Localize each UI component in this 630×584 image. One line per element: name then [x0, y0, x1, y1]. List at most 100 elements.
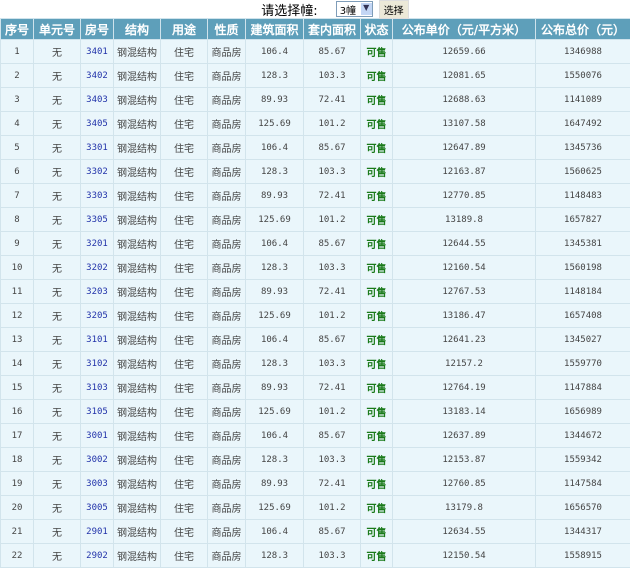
row-number-cell: 4 [0, 111, 34, 136]
usage-cell: 住宅 [160, 159, 208, 184]
structure-cell: 钢混结构 [113, 63, 161, 88]
inner-area-cell: 101.2 [303, 399, 361, 424]
room-number-cell[interactable]: 3405 [80, 111, 114, 136]
status-cell: 可售 [360, 87, 393, 112]
room-number-cell[interactable]: 3403 [80, 87, 114, 112]
total-price-cell: 1344672 [535, 423, 630, 448]
unit-price-cell: 12081.65 [392, 63, 536, 88]
selector-label: 请选择幢: [261, 3, 318, 19]
structure-cell: 钢混结构 [113, 111, 161, 136]
building-area-cell: 125.69 [245, 111, 304, 136]
property-type-cell: 商品房 [207, 495, 246, 520]
column-header: 结构 [113, 18, 161, 40]
room-number-cell[interactable]: 3203 [80, 279, 114, 304]
room-number-cell[interactable]: 3302 [80, 159, 114, 184]
table-row: 12 无 3205 钢混结构 住宅 商品房 125.69 101.2 可售 13186.47 165… [0, 303, 630, 328]
property-type-cell: 商品房 [207, 351, 246, 376]
building-area-cell: 106.4 [245, 423, 304, 448]
room-number-cell[interactable]: 3201 [80, 231, 114, 256]
room-number-cell[interactable]: 3202 [80, 255, 114, 280]
property-type-cell: 商品房 [207, 423, 246, 448]
building-area-cell: 128.3 [245, 543, 304, 568]
status-cell: 可售 [360, 351, 393, 376]
property-type-cell: 商品房 [207, 519, 246, 544]
inner-area-cell: 103.3 [303, 255, 361, 280]
room-number-cell[interactable]: 3401 [80, 39, 114, 64]
usage-cell: 住宅 [160, 63, 208, 88]
room-number-cell[interactable]: 3102 [80, 351, 114, 376]
row-number-cell: 11 [0, 279, 34, 304]
usage-cell: 住宅 [160, 423, 208, 448]
room-number-cell[interactable]: 3003 [80, 471, 114, 496]
structure-cell: 钢混结构 [113, 495, 161, 520]
structure-cell: 钢混结构 [113, 231, 161, 256]
total-price-cell: 1656570 [535, 495, 630, 520]
room-number-cell[interactable]: 3305 [80, 207, 114, 232]
unit-price-cell: 12688.63 [392, 87, 536, 112]
inner-area-cell: 85.67 [303, 135, 361, 160]
room-number-cell[interactable]: 3303 [80, 183, 114, 208]
structure-cell: 钢混结构 [113, 39, 161, 64]
inner-area-cell: 101.2 [303, 495, 361, 520]
building-select[interactable]: 3幢 ▼ [335, 1, 373, 17]
total-price-cell: 1344317 [535, 519, 630, 544]
building-area-cell: 89.93 [245, 279, 304, 304]
unit-price-cell: 12770.85 [392, 183, 536, 208]
usage-cell: 住宅 [160, 495, 208, 520]
status-cell: 可售 [360, 327, 393, 352]
room-number-cell[interactable]: 3103 [80, 375, 114, 400]
property-type-cell: 商品房 [207, 327, 246, 352]
room-number-cell[interactable]: 3402 [80, 63, 114, 88]
status-cell: 可售 [360, 471, 393, 496]
usage-cell: 住宅 [160, 207, 208, 232]
building-area-cell: 89.93 [245, 183, 304, 208]
unit-price-cell: 13183.14 [392, 399, 536, 424]
building-area-cell: 128.3 [245, 63, 304, 88]
property-type-cell: 商品房 [207, 63, 246, 88]
total-price-cell: 1560625 [535, 159, 630, 184]
property-type-cell: 商品房 [207, 471, 246, 496]
property-type-cell: 商品房 [207, 159, 246, 184]
unit-number-cell: 无 [33, 495, 81, 520]
chevron-down-icon: ▼ [360, 3, 372, 15]
room-number-cell[interactable]: 3002 [80, 447, 114, 472]
room-number-cell[interactable]: 3301 [80, 135, 114, 160]
column-header: 公布总价（元） [535, 18, 630, 40]
unit-number-cell: 无 [33, 327, 81, 352]
room-number-cell[interactable]: 3101 [80, 327, 114, 352]
row-number-cell: 17 [0, 423, 34, 448]
building-selector-bar: 请选择幢: 3幢 ▼ 选择 [0, 0, 630, 19]
usage-cell: 住宅 [160, 327, 208, 352]
building-area-cell: 128.3 [245, 255, 304, 280]
room-number-cell[interactable]: 3001 [80, 423, 114, 448]
property-type-cell: 商品房 [207, 303, 246, 328]
table-row: 14 无 3102 钢混结构 住宅 商品房 128.3 103.3 可售 12157.2 15597… [0, 351, 630, 376]
status-cell: 可售 [360, 399, 393, 424]
status-cell: 可售 [360, 183, 393, 208]
room-number-cell[interactable]: 2902 [80, 543, 114, 568]
room-number-cell[interactable]: 3205 [80, 303, 114, 328]
structure-cell: 钢混结构 [113, 183, 161, 208]
unit-number-cell: 无 [33, 543, 81, 568]
unit-number-cell: 无 [33, 423, 81, 448]
room-number-cell[interactable]: 3005 [80, 495, 114, 520]
total-price-cell: 1647492 [535, 111, 630, 136]
unit-number-cell: 无 [33, 111, 81, 136]
building-area-cell: 106.4 [245, 519, 304, 544]
property-type-cell: 商品房 [207, 231, 246, 256]
table-row: 8 无 3305 钢混结构 住宅 商品房 125.69 101.2 可售 13189.8 16578… [0, 207, 630, 232]
unit-price-cell: 12153.87 [392, 447, 536, 472]
property-type-cell: 商品房 [207, 111, 246, 136]
select-button[interactable]: 选择 [378, 0, 409, 19]
room-number-cell[interactable]: 2901 [80, 519, 114, 544]
inner-area-cell: 72.41 [303, 471, 361, 496]
table-row: 7 无 3303 钢混结构 住宅 商品房 89.93 72.41 可售 12770.85 11484… [0, 183, 630, 208]
unit-number-cell: 无 [33, 255, 81, 280]
room-number-cell[interactable]: 3105 [80, 399, 114, 424]
building-area-cell: 89.93 [245, 471, 304, 496]
unit-number-cell: 无 [33, 183, 81, 208]
unit-number-cell: 无 [33, 447, 81, 472]
status-cell: 可售 [360, 111, 393, 136]
table-row: 6 无 3302 钢混结构 住宅 商品房 128.3 103.3 可售 12163.87 15606… [0, 159, 630, 184]
selected-building: 3幢 [339, 5, 357, 17]
